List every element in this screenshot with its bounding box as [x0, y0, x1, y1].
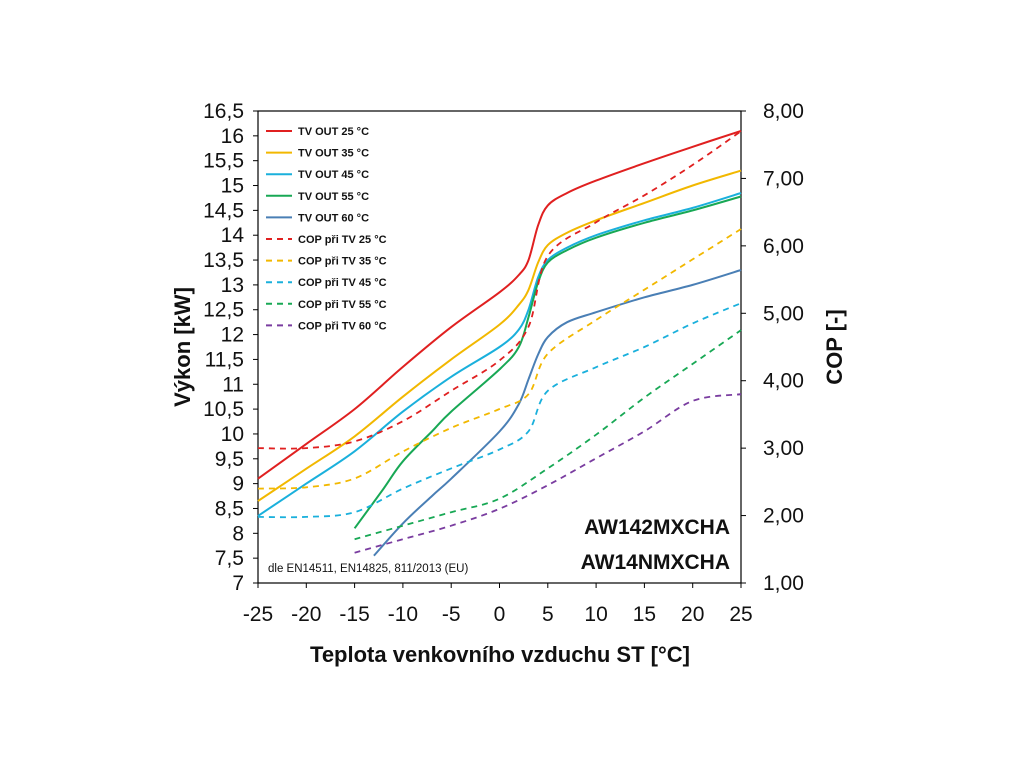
left-axis-title: Výkon [kW]: [170, 287, 195, 407]
left-tick-label: 16: [221, 125, 244, 148]
left-tick-label: 11: [222, 373, 244, 396]
left-tick-label: 8,5: [215, 497, 244, 520]
right-tick-label: 5,00: [763, 302, 804, 325]
legend-label-cop-pri-tv-35-c: COP při TV 35 °C: [298, 256, 387, 268]
legend-label-cop-pri-tv-60-c: COP při TV 60 °C: [298, 320, 387, 332]
left-axis-ticks: 77,588,599,51010,51111,51212,51313,51414…: [203, 100, 258, 595]
series-line-tv-out-60-c: [373, 269, 742, 557]
legend-label-tv-out-60-c: TV OUT 60 °C: [298, 212, 369, 224]
x-tick-label: 10: [584, 603, 607, 626]
series-line-tv-out-55-c: [353, 195, 742, 529]
left-tick-label: 16,5: [203, 100, 244, 123]
legend-label-tv-out-45-c: TV OUT 45 °C: [298, 169, 369, 181]
left-tick-label: 12: [221, 324, 244, 347]
left-tick-label: 14: [221, 224, 245, 247]
right-tick-label: 2,00: [763, 505, 804, 528]
left-tick-label: 11,5: [205, 348, 244, 371]
legend: TV OUT 25 °C TV OUT 35 °C TV OUT 45 °C TV O…: [266, 126, 387, 332]
left-tick-label: 10,5: [203, 398, 244, 421]
right-tick-label: 7,00: [763, 167, 804, 190]
model-label-2: AW14NMXCHA: [581, 551, 730, 574]
legend-label-cop-pri-tv-55-c: COP při TV 55 °C: [298, 299, 387, 311]
right-tick-label: 1,00: [763, 572, 804, 595]
standards-footnote: dle EN14511, EN14825, 811/2013 (EU): [268, 563, 468, 575]
left-tick-label: 14,5: [203, 199, 244, 222]
right-tick-label: 8,00: [763, 100, 804, 123]
left-tick-label: 13: [221, 274, 244, 297]
series-lines: [257, 129, 742, 557]
legend-label-tv-out-25-c: TV OUT 25 °C: [298, 126, 369, 138]
x-tick-label: -25: [243, 603, 273, 626]
series-line-cop-pri-tv-60-c: [354, 393, 742, 554]
left-tick-label: 7: [232, 572, 244, 595]
series-line-tv-out-35-c: [257, 169, 742, 502]
x-axis-title: Teplota venkovního vzduchu ST [°C]: [310, 642, 690, 667]
series-line-cop-pri-tv-35-c: [257, 228, 742, 490]
right-tick-label: 3,00: [763, 437, 804, 460]
x-tick-label: -10: [388, 603, 418, 626]
left-tick-label: 8: [232, 522, 244, 545]
x-tick-label: 0: [494, 603, 506, 626]
left-tick-label: 9,5: [215, 448, 244, 471]
series-line-tv-out-45-c: [257, 192, 742, 517]
x-tick-label: -5: [442, 603, 461, 626]
series-line-tv-out-25-c: [257, 129, 742, 480]
legend-label-cop-pri-tv-45-c: COP při TV 45 °C: [298, 277, 387, 289]
series-line-cop-pri-tv-25-c: [257, 130, 742, 450]
x-tick-label: 15: [633, 603, 656, 626]
x-axis-ticks: -25 -20 -15 -10 -5 0 5 10 15 20 25: [243, 583, 753, 626]
right-axis-title: COP [-]: [822, 309, 847, 384]
model-label-1: AW142MXCHA: [584, 516, 730, 539]
x-tick-label: 25: [729, 603, 752, 626]
left-tick-label: 15,5: [203, 150, 244, 173]
right-tick-label: 6,00: [763, 235, 804, 258]
legend-label-cop-pri-tv-25-c: COP při TV 25 °C: [298, 234, 387, 246]
legend-label-tv-out-55-c: TV OUT 55 °C: [298, 191, 369, 203]
series-line-cop-pri-tv-45-c: [257, 302, 742, 519]
x-tick-label: -20: [291, 603, 321, 626]
left-tick-label: 9: [232, 473, 244, 496]
x-tick-label: 20: [681, 603, 704, 626]
left-tick-label: 7,5: [215, 547, 244, 570]
left-tick-label: 13,5: [203, 249, 244, 272]
legend-label-tv-out-35-c: TV OUT 35 °C: [298, 148, 369, 160]
left-tick-label: 15: [221, 175, 244, 198]
x-tick-label: 5: [542, 603, 554, 626]
right-axis-ticks: 1,00 2,00 3,00 4,00 5,00 6,00 7,00 8,00: [741, 100, 804, 595]
x-tick-label: -15: [339, 603, 369, 626]
left-tick-label: 12,5: [203, 299, 244, 322]
right-tick-label: 4,00: [763, 370, 804, 393]
left-tick-label: 10: [221, 423, 244, 446]
